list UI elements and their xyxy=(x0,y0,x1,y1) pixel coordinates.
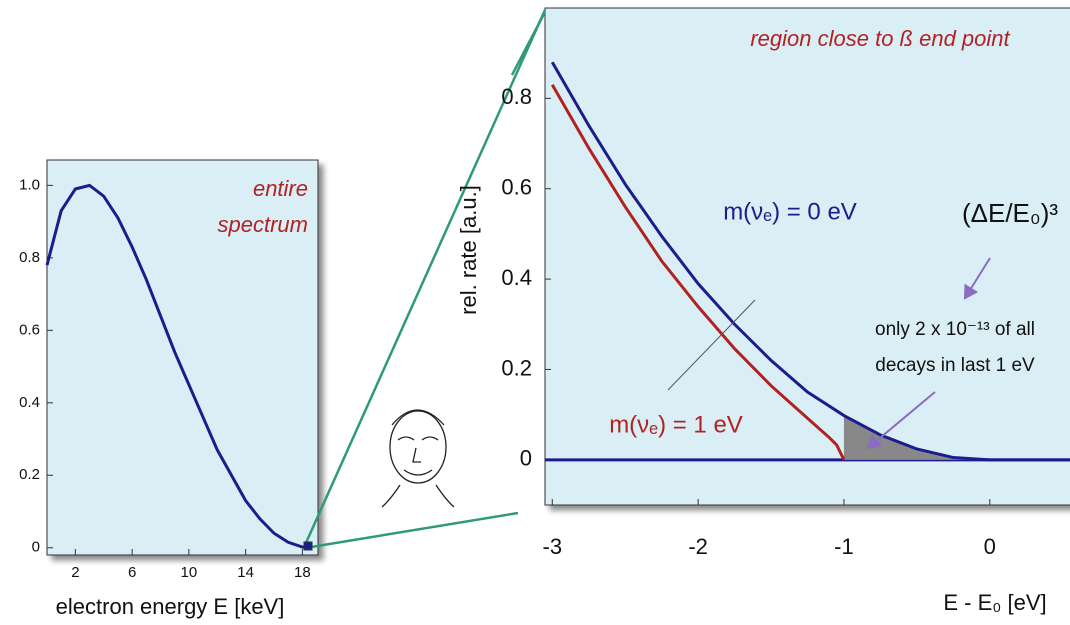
y-tick-label: 0.2 xyxy=(19,466,40,483)
y-tick-label: 0.2 xyxy=(501,355,532,380)
right-panel xyxy=(544,7,1070,506)
x-tick-label: -2 xyxy=(688,534,708,559)
annotation: only 2 x 10⁻¹³ of all xyxy=(875,319,1035,340)
chart-title: region close to ß end point xyxy=(750,26,1010,51)
series-line xyxy=(550,84,846,461)
y-tick-label: 0.8 xyxy=(19,249,40,266)
zoom-connectors xyxy=(303,9,547,550)
annotation: (ΔE/E₀)³ xyxy=(962,198,1058,228)
left-panel xyxy=(46,159,319,556)
pointer-arrow xyxy=(866,391,936,450)
x-axis-label: electron energy E [keV] xyxy=(56,594,285,619)
series-line xyxy=(550,61,1070,462)
pointer-line xyxy=(667,299,756,391)
annotation: decays in last 1 eV xyxy=(875,355,1035,376)
x-tick-label: 2 xyxy=(71,564,79,581)
series-label: m(νₑ) = 0 eV xyxy=(723,198,857,225)
shaded-area xyxy=(843,415,1070,460)
y-tick-label: 0.4 xyxy=(19,394,40,411)
plots: 0 0.2 0.4 0.6 0.8 1.0 2 6 10 14 18 electron energy … xyxy=(19,26,1070,619)
x-tick-label: -1 xyxy=(834,534,854,559)
x-tick-label: 14 xyxy=(237,564,254,581)
y-tick-label: 0.4 xyxy=(501,265,532,290)
portrait-sketch xyxy=(381,409,455,508)
y-tick-label: 0.6 xyxy=(19,321,40,338)
x-tick-label: -3 xyxy=(543,534,563,559)
pointer-arrow xyxy=(963,257,991,300)
series-line xyxy=(45,183,312,550)
annotation: entire xyxy=(253,176,308,201)
y-tick-label: 0 xyxy=(520,446,532,471)
series-label: m(νₑ) = 1 eV xyxy=(609,411,743,438)
x-tick-label: 18 xyxy=(294,564,311,581)
annotation: spectrum xyxy=(218,212,308,237)
x-axis-label: E - E₀ [eV] xyxy=(943,590,1046,615)
y-tick-label: 1.0 xyxy=(19,176,40,193)
y-axis-label: rel. rate [a.u.] xyxy=(456,185,481,315)
x-tick-label: 6 xyxy=(128,564,136,581)
x-tick-label: 0 xyxy=(984,534,996,559)
y-tick-label: 0.8 xyxy=(501,84,532,109)
y-tick-label: 0 xyxy=(32,539,40,556)
x-tick-label: 10 xyxy=(181,564,198,581)
y-tick-label: 0.6 xyxy=(501,175,532,200)
